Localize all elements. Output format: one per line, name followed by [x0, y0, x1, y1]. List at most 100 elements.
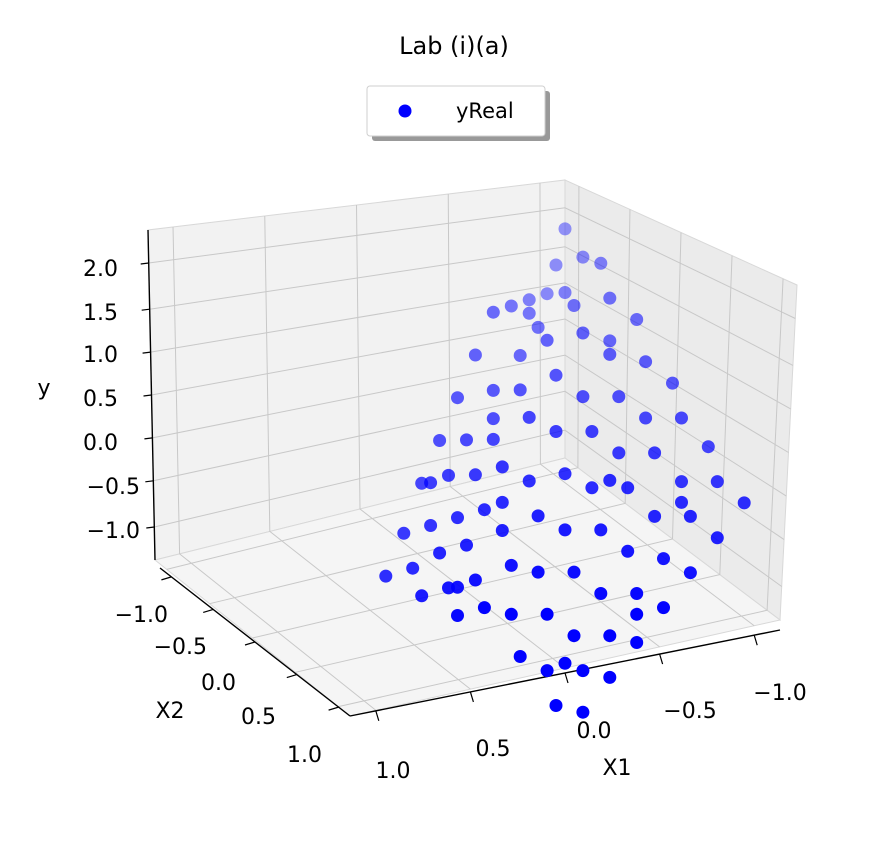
data-point [621, 544, 635, 558]
data-point [612, 390, 626, 404]
data-point [710, 531, 724, 545]
data-point [549, 425, 563, 438]
z-tick-mark [140, 262, 149, 265]
data-point [558, 467, 572, 481]
data-point [683, 509, 697, 523]
data-point [567, 565, 581, 579]
x1-tick-labels: 1.0 0.5 0.0 −0.5 −1.0 [376, 681, 807, 784]
data-point [486, 432, 500, 446]
x2-tick-mark [161, 576, 172, 581]
data-points [379, 222, 751, 719]
data-point [486, 305, 500, 319]
data-point [451, 391, 464, 405]
z-tick-label: −0.5 [87, 475, 140, 500]
data-point [477, 601, 491, 615]
x1-tick-label: −0.5 [663, 699, 716, 724]
data-point [710, 475, 724, 489]
data-point [495, 460, 509, 474]
z-axis-label: y [37, 376, 50, 401]
data-point [630, 313, 644, 326]
data-point [567, 299, 581, 312]
grid-line [153, 390, 785, 541]
data-point [585, 481, 599, 495]
x1-tick-mark [469, 691, 474, 703]
grid-line [539, 182, 755, 627]
data-point [442, 468, 455, 482]
x2-tick-labels: −1.0 −0.5 0.0 0.5 1.0 [115, 603, 322, 768]
data-point [576, 250, 590, 264]
data-point [603, 291, 617, 305]
data-point [630, 607, 644, 621]
x2-tick-mark [244, 641, 256, 646]
data-point [451, 580, 464, 594]
grid-line [172, 226, 377, 711]
data-point [639, 411, 653, 425]
data-point [558, 286, 572, 299]
data-point [531, 509, 545, 523]
z-tick-label: 1.0 [83, 343, 118, 368]
data-point [468, 573, 482, 587]
data-point [612, 446, 626, 460]
grid-line [148, 207, 796, 319]
data-point [567, 629, 581, 643]
data-point [486, 412, 500, 426]
z-tick-mark [142, 351, 151, 354]
data-point [603, 473, 617, 487]
z-tick-mark [145, 480, 154, 483]
data-point [540, 333, 554, 347]
data-point [630, 636, 644, 649]
z-tick-label: 0.0 [83, 431, 118, 456]
x2-tick-mark [286, 673, 297, 679]
data-point [603, 629, 617, 643]
data-point [513, 349, 527, 362]
data-point [540, 664, 554, 678]
z-tick-mark [141, 308, 150, 311]
x1-tick-mark [753, 634, 758, 646]
x1-tick-label: −1.0 [753, 681, 806, 706]
x2-tick-mark [203, 608, 214, 614]
data-point [495, 495, 509, 509]
x1-tick-mark [375, 710, 380, 722]
data-point [379, 569, 393, 583]
data-point [433, 434, 447, 447]
data-point [594, 587, 608, 600]
data-point [460, 538, 473, 552]
x2-tick-label: 0.0 [201, 671, 236, 696]
data-point [603, 347, 617, 361]
data-point [675, 411, 688, 425]
data-point [558, 523, 572, 537]
data-point [522, 293, 536, 307]
data-point [630, 587, 644, 600]
z-tick-mark [146, 526, 155, 529]
tick-marks [140, 262, 758, 722]
grid-line [295, 255, 733, 673]
data-point [522, 410, 536, 424]
z-tick-labels: 2.0 1.5 1.0 0.5 0.0 −0.5 −1.0 [83, 257, 140, 544]
x2-tick-label: 1.0 [287, 743, 322, 768]
data-point [648, 446, 662, 460]
data-point [648, 509, 662, 523]
z-tick-label: 2.0 [83, 257, 118, 282]
x1-axis-label: X1 [602, 756, 631, 781]
data-point [683, 566, 697, 580]
x2-axis-label: X2 [155, 699, 184, 724]
data-point [477, 503, 491, 517]
data-point [594, 256, 608, 270]
data-point [531, 320, 545, 334]
data-point [495, 524, 509, 537]
data-point [657, 552, 670, 566]
data-point [558, 656, 572, 670]
data-point [468, 468, 482, 482]
z-tick-label: 1.5 [83, 301, 118, 326]
data-point [513, 383, 527, 397]
data-point [657, 601, 670, 615]
data-point [594, 523, 608, 537]
data-point [531, 565, 545, 579]
z-tick-label: 0.5 [83, 387, 118, 412]
x1-tick-mark [564, 672, 569, 684]
data-point [675, 495, 688, 509]
data-point [504, 299, 518, 313]
data-point [549, 258, 563, 272]
